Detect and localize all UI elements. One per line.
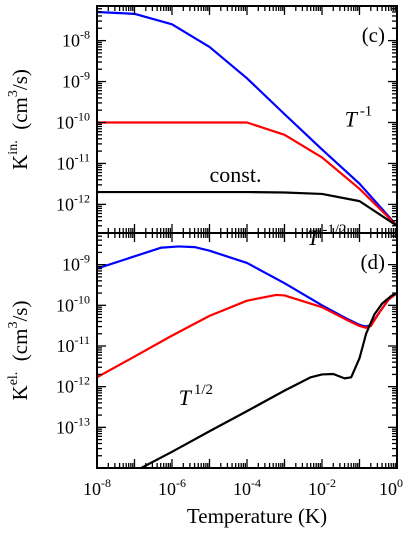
axes-frame bbox=[96, 232, 398, 469]
tick-exponent: -8 bbox=[80, 28, 90, 42]
tick-base: 10 bbox=[56, 295, 74, 315]
annotation-main: T bbox=[307, 225, 321, 250]
annotation-main: T bbox=[345, 106, 359, 131]
panel-label: (c) bbox=[362, 23, 385, 47]
series-line-1 bbox=[97, 121, 397, 227]
ylabel-unit: (cm bbox=[8, 97, 32, 140]
tick-exponent: -10 bbox=[74, 109, 90, 123]
y-tick-label: 10-11 bbox=[56, 333, 90, 356]
series-line-2 bbox=[140, 291, 397, 468]
y-tick-label: 10-12 bbox=[56, 374, 90, 397]
series-line-0 bbox=[97, 245, 397, 328]
x-tick-label: 10-2 bbox=[308, 476, 336, 499]
annotation-main: const. bbox=[210, 162, 262, 187]
ylabel-unit-tail: /s) bbox=[8, 69, 32, 90]
series-group bbox=[97, 245, 397, 468]
tick-base: 10 bbox=[379, 479, 397, 499]
tick-base: 10 bbox=[56, 153, 74, 173]
ylabel-sup: in. bbox=[6, 140, 21, 154]
tick-exponent: -4 bbox=[251, 476, 261, 490]
tick-base: 10 bbox=[62, 255, 80, 275]
tick-exponent: -11 bbox=[74, 333, 90, 347]
tick-base: 10 bbox=[56, 194, 74, 214]
ylabel-unit-tail: /s) bbox=[8, 301, 32, 322]
tick-exponent: -12 bbox=[74, 191, 90, 205]
y-tick-label: 10-10 bbox=[56, 292, 90, 315]
tick-base: 10 bbox=[83, 479, 101, 499]
tick-base: 10 bbox=[62, 31, 80, 51]
tick-base: 10 bbox=[308, 479, 326, 499]
y-tick-label: 10-10 bbox=[56, 109, 90, 132]
ylabel-unit-sup: 3 bbox=[6, 322, 21, 329]
annotation-main: T bbox=[179, 385, 193, 410]
y-tick-label: 10-11 bbox=[56, 150, 90, 173]
tick-exponent: -8 bbox=[101, 476, 111, 490]
y-tick-label: 10-8 bbox=[62, 28, 90, 51]
tick-base: 10 bbox=[56, 336, 74, 356]
tick-exponent: -9 bbox=[80, 252, 90, 266]
series-group bbox=[97, 10, 397, 227]
tick-exponent: 0 bbox=[397, 476, 403, 490]
tick-exponent: -13 bbox=[74, 414, 90, 428]
annotation-label: T -1 bbox=[345, 103, 373, 131]
y-axis-label: Kel. (cm3/s) bbox=[6, 301, 32, 401]
ylabel-main: K bbox=[8, 385, 32, 400]
tick-base: 10 bbox=[56, 417, 74, 437]
ylabel-main: K bbox=[8, 155, 32, 170]
tick-exponent: -12 bbox=[74, 374, 90, 388]
tick-exponent: -2 bbox=[326, 476, 336, 490]
x-tick-label: 10-8 bbox=[83, 476, 111, 499]
panel-label: (d) bbox=[361, 250, 386, 274]
y-tick-label: 10-13 bbox=[56, 414, 90, 437]
annotation-exponent: 1/2 bbox=[194, 382, 213, 398]
tick-base: 10 bbox=[56, 377, 74, 397]
series-line-0 bbox=[97, 10, 397, 227]
y-axis-label: Kin. (cm3/s) bbox=[6, 69, 32, 170]
tick-base: 10 bbox=[158, 479, 176, 499]
y-tick-label: 10-12 bbox=[56, 191, 90, 214]
tick-exponent: -10 bbox=[74, 292, 90, 306]
x-tick-label: 10-6 bbox=[158, 476, 186, 499]
y-tick-label: 10-9 bbox=[62, 69, 90, 92]
annotation-label: T -1/2 bbox=[307, 222, 346, 250]
annotation-exponent: -1/2 bbox=[322, 222, 346, 238]
x-tick-label: 10-4 bbox=[233, 476, 261, 499]
series-line-2 bbox=[97, 190, 397, 227]
annotation-label: const. bbox=[210, 162, 262, 187]
tick-base: 10 bbox=[233, 479, 251, 499]
tick-base: 10 bbox=[56, 112, 74, 132]
tick-exponent: -11 bbox=[74, 150, 90, 164]
series-line-1 bbox=[97, 291, 397, 379]
ylabel-unit-sup: 3 bbox=[6, 90, 21, 97]
y-tick-label: 10-9 bbox=[62, 252, 90, 275]
tick-exponent: -9 bbox=[80, 69, 90, 83]
annotation-exponent: -1 bbox=[360, 103, 373, 119]
tick-exponent: -6 bbox=[176, 476, 186, 490]
ylabel-sup: el. bbox=[6, 372, 21, 386]
x-axis-label: Temperature (K) bbox=[187, 504, 327, 528]
ylabel-unit: (cm bbox=[8, 329, 32, 372]
x-tick-label: 100 bbox=[379, 476, 403, 499]
tick-base: 10 bbox=[62, 72, 80, 92]
annotation-label: T 1/2 bbox=[179, 382, 213, 410]
